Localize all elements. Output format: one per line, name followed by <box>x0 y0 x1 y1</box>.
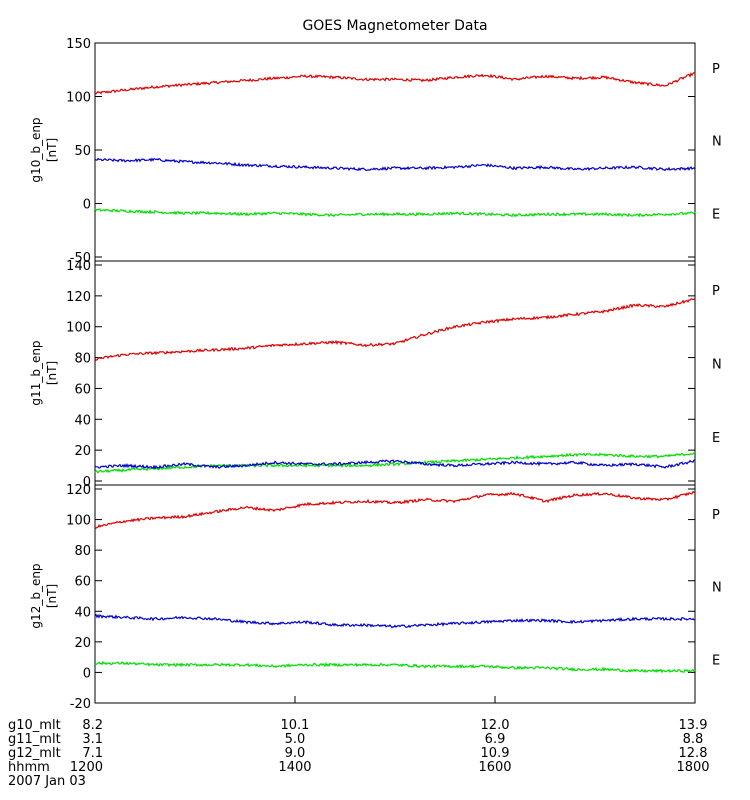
y-tick-label: 100 <box>66 91 91 106</box>
x-row-value: 12.8 <box>679 746 708 761</box>
x-row-value: 1800 <box>676 760 709 775</box>
y-tick-label: -50 <box>70 251 91 266</box>
x-row-value: 10.9 <box>481 746 510 761</box>
legend-label-p: P <box>712 284 720 299</box>
y-tick-label: 150 <box>66 37 91 52</box>
series-line-n <box>94 451 696 474</box>
y-tick-label: 100 <box>66 514 91 529</box>
x-row-value: 8.8 <box>683 732 704 747</box>
y-axis-label: g12_b_enp <box>29 563 43 628</box>
y-axis-unit: [nT] <box>45 138 59 162</box>
series-line-n <box>94 157 696 172</box>
y-axis-unit: [nT] <box>45 361 59 385</box>
y-tick-label: 20 <box>74 444 91 459</box>
x-row-label: g12_mlt <box>8 746 61 761</box>
legend-label-e: E <box>712 653 720 668</box>
legend-label-e: E <box>712 431 720 446</box>
y-axis-label: g10_b_enp <box>29 117 43 182</box>
series-line-p <box>94 71 696 95</box>
y-tick-label: 20 <box>74 636 91 651</box>
y-axis-label: g11_b_enp <box>29 340 43 405</box>
series-line-p <box>94 298 696 361</box>
series-line-e <box>94 660 696 674</box>
x-row-value: 8.2 <box>82 718 103 733</box>
series-line-n <box>94 613 696 629</box>
legend-label-n: N <box>712 135 722 150</box>
y-tick-label: 80 <box>74 544 91 559</box>
series-line-e <box>94 208 696 218</box>
legend-label-e: E <box>712 207 720 222</box>
y-tick-label: 40 <box>74 605 91 620</box>
x-row-value: 13.9 <box>679 718 708 733</box>
x-row-value: 9.0 <box>285 746 306 761</box>
legend-label-n: N <box>712 581 722 596</box>
y-tick-label: 120 <box>66 483 91 498</box>
x-row-label: hhmm <box>8 760 50 775</box>
y-tick-label: 80 <box>74 352 91 367</box>
x-row-value: 3.1 <box>82 732 103 747</box>
x-row-value: 1400 <box>278 760 311 775</box>
x-row-value: 10.1 <box>281 718 310 733</box>
x-row-value: 7.1 <box>82 746 103 761</box>
series-line-e <box>94 459 696 470</box>
x-row-value: 5.0 <box>285 732 306 747</box>
y-tick-label: 40 <box>74 413 91 428</box>
x-row-label: g10_mlt <box>8 718 61 733</box>
y-axis-unit: [nT] <box>45 584 59 608</box>
y-tick-label: 140 <box>66 259 91 274</box>
chart-title: GOES Magnetometer Data <box>302 18 487 34</box>
y-tick-label: 0 <box>83 666 91 681</box>
y-tick-label: -20 <box>70 697 91 712</box>
y-tick-label: 50 <box>74 144 91 159</box>
x-row-value: 12.0 <box>481 718 510 733</box>
y-tick-label: 100 <box>66 321 91 336</box>
x-row-value: 6.9 <box>485 732 506 747</box>
y-tick-label: 120 <box>66 290 91 305</box>
legend-label-p: P <box>712 508 720 523</box>
y-tick-label: 60 <box>74 575 91 590</box>
date-label: 2007 Jan 03 <box>8 774 86 789</box>
plot-frame <box>94 42 696 704</box>
x-row-value: 1200 <box>70 760 103 775</box>
y-tick-label: 0 <box>83 198 91 213</box>
series-line-p <box>94 490 696 530</box>
y-tick-label: 0 <box>83 475 91 490</box>
legend-label-p: P <box>712 62 720 77</box>
x-row-value: 1600 <box>478 760 511 775</box>
legend-label-n: N <box>712 358 722 373</box>
x-row-label: g11_mlt <box>8 732 61 747</box>
y-tick-label: 60 <box>74 382 91 397</box>
